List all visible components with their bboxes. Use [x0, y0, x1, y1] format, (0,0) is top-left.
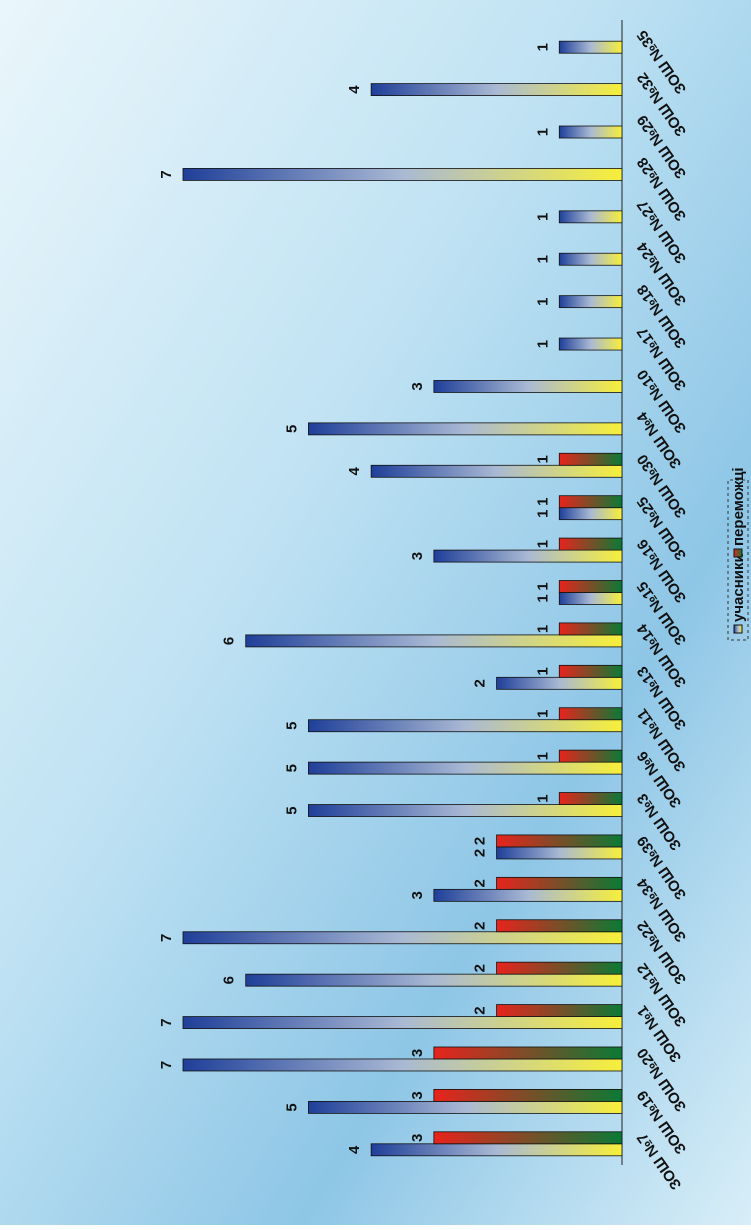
value-label: 1 [534, 710, 551, 718]
value-label: 3 [409, 1049, 426, 1057]
legend-swatch [733, 548, 743, 558]
value-label: 5 [283, 425, 300, 433]
value-label: 1 [534, 213, 551, 221]
bar [558, 580, 623, 593]
value-label: 1 [534, 340, 551, 348]
value-label: 2 [472, 849, 489, 857]
bar [558, 707, 623, 721]
bar [558, 792, 623, 805]
value-label: 2 [472, 922, 489, 930]
value-label: 4 [346, 85, 363, 94]
value-label: 5 [283, 1103, 300, 1111]
value-label: 5 [283, 764, 300, 772]
value-label: 1 [534, 498, 551, 506]
value-label: 1 [534, 255, 551, 263]
value-label: 2 [472, 837, 489, 845]
bar [308, 422, 623, 436]
value-label: 3 [409, 1091, 426, 1099]
value-label: 7 [158, 170, 175, 178]
value-label: 1 [534, 752, 551, 760]
bar [245, 973, 623, 987]
bar [558, 537, 623, 551]
bar [496, 961, 623, 975]
value-label: 1 [534, 794, 551, 802]
value-label: 7 [158, 934, 175, 942]
bar [496, 1004, 623, 1017]
bar [182, 931, 623, 945]
bar [496, 676, 623, 690]
bar [558, 749, 623, 763]
legend-swatch [733, 624, 743, 634]
bar [433, 888, 623, 902]
bar [370, 464, 623, 478]
value-label: 3 [409, 552, 426, 560]
value-label: 5 [283, 806, 300, 814]
bar [558, 592, 623, 605]
value-label: 4 [346, 466, 363, 475]
bar [433, 380, 623, 393]
bar [558, 664, 623, 678]
bar [308, 761, 623, 775]
bar [308, 719, 623, 733]
bar [558, 337, 623, 351]
value-label: 2 [472, 879, 489, 887]
bar [558, 40, 623, 54]
value-label: 4 [346, 1145, 363, 1154]
value-label: 1 [534, 455, 551, 463]
value-label: 7 [158, 1061, 175, 1069]
value-label: 3 [409, 382, 426, 390]
value-label: 1 [534, 128, 551, 136]
value-label: 1 [534, 625, 551, 633]
value-label: 2 [472, 679, 489, 687]
bar [433, 549, 623, 563]
value-label: 1 [534, 667, 551, 675]
bar [433, 1088, 623, 1102]
bar [496, 834, 623, 848]
bar [182, 168, 623, 181]
value-label: 6 [221, 976, 238, 984]
value-label: 3 [409, 891, 426, 899]
bar [433, 1046, 623, 1060]
bar [308, 804, 623, 817]
bar [558, 210, 623, 224]
legend-label: учасники [730, 553, 747, 622]
value-label: 1 [534, 540, 551, 548]
legend: учасники переможці [727, 467, 749, 641]
value-label: 1 [534, 510, 551, 518]
bar [558, 495, 623, 509]
bar [496, 846, 623, 860]
legend-label: переможці [730, 467, 747, 546]
bar [308, 1100, 623, 1114]
value-label: 1 [534, 43, 551, 51]
bar [370, 1143, 623, 1157]
bar [558, 452, 623, 466]
value-label: 3 [409, 1134, 426, 1142]
bar [558, 252, 623, 266]
legend-box [727, 479, 749, 641]
bar [558, 507, 623, 521]
value-label: 5 [283, 722, 300, 730]
value-label: 2 [472, 1006, 489, 1014]
value-label: 2 [472, 964, 489, 972]
bar [433, 1131, 623, 1145]
bar [558, 295, 623, 309]
bar [370, 83, 623, 97]
bar [496, 919, 623, 933]
bar [182, 1058, 623, 1072]
value-label: 1 [534, 594, 551, 602]
value-label: 7 [158, 1018, 175, 1026]
bar [496, 876, 623, 890]
bar [182, 1016, 623, 1029]
bar [245, 634, 623, 648]
value-label: 6 [221, 637, 238, 645]
value-label: 1 [534, 582, 551, 590]
bar [558, 622, 623, 636]
bar [558, 125, 623, 139]
value-label: 1 [534, 297, 551, 305]
